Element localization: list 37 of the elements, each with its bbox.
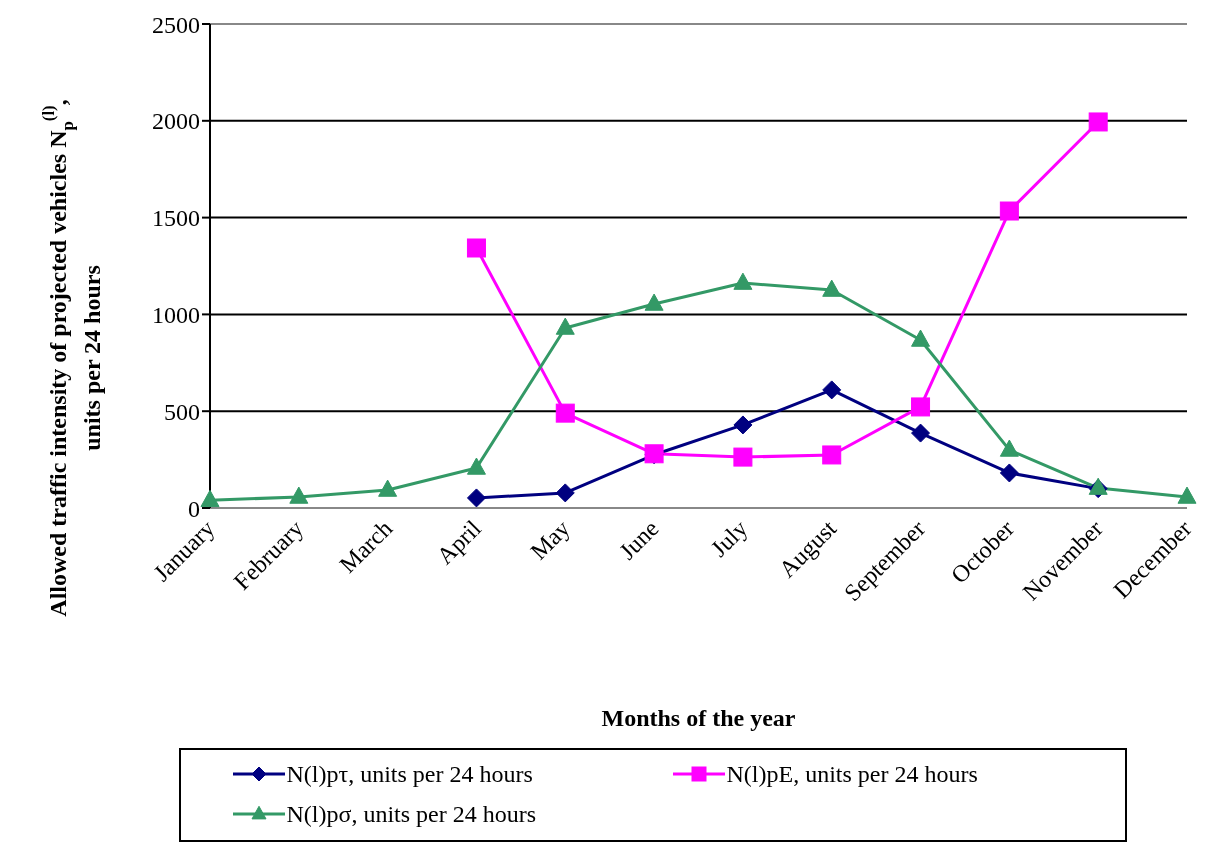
point [644,293,664,311]
point [466,457,486,475]
point [999,201,1019,221]
point [555,483,575,503]
point [200,489,220,508]
y-tick-label: 1000 [152,301,200,328]
point [466,488,486,508]
point [466,238,486,258]
legend-label: N(l)pσ, units per 24 hours [286,800,537,828]
y-tick-label: 0 [188,495,200,522]
point [733,415,753,435]
y-tick-label: 2500 [152,11,200,38]
point [911,423,931,443]
point [822,279,842,297]
x-tick-label: May [525,515,575,565]
point [822,445,842,465]
y-tick-label: 2000 [152,108,200,135]
point [733,272,753,290]
x-axis-title: Months of the year [601,705,796,731]
point [999,463,1019,483]
point [911,329,931,347]
legend-label: N(l)pτ, units per 24 hours [286,760,533,788]
legend-label: N(l)pE, units per 24 hours [726,760,978,788]
point [378,479,398,497]
y-tick-label: 500 [164,398,200,425]
x-tick-label: June [614,515,664,565]
point [911,397,931,417]
point [1088,112,1108,132]
point [555,403,575,423]
point [1177,486,1197,504]
x-tick-label: July [705,515,753,562]
point [822,380,842,400]
point [733,447,753,467]
point [289,486,309,504]
point [555,317,575,335]
y-tick-label: 1500 [152,205,200,232]
point [999,439,1019,457]
